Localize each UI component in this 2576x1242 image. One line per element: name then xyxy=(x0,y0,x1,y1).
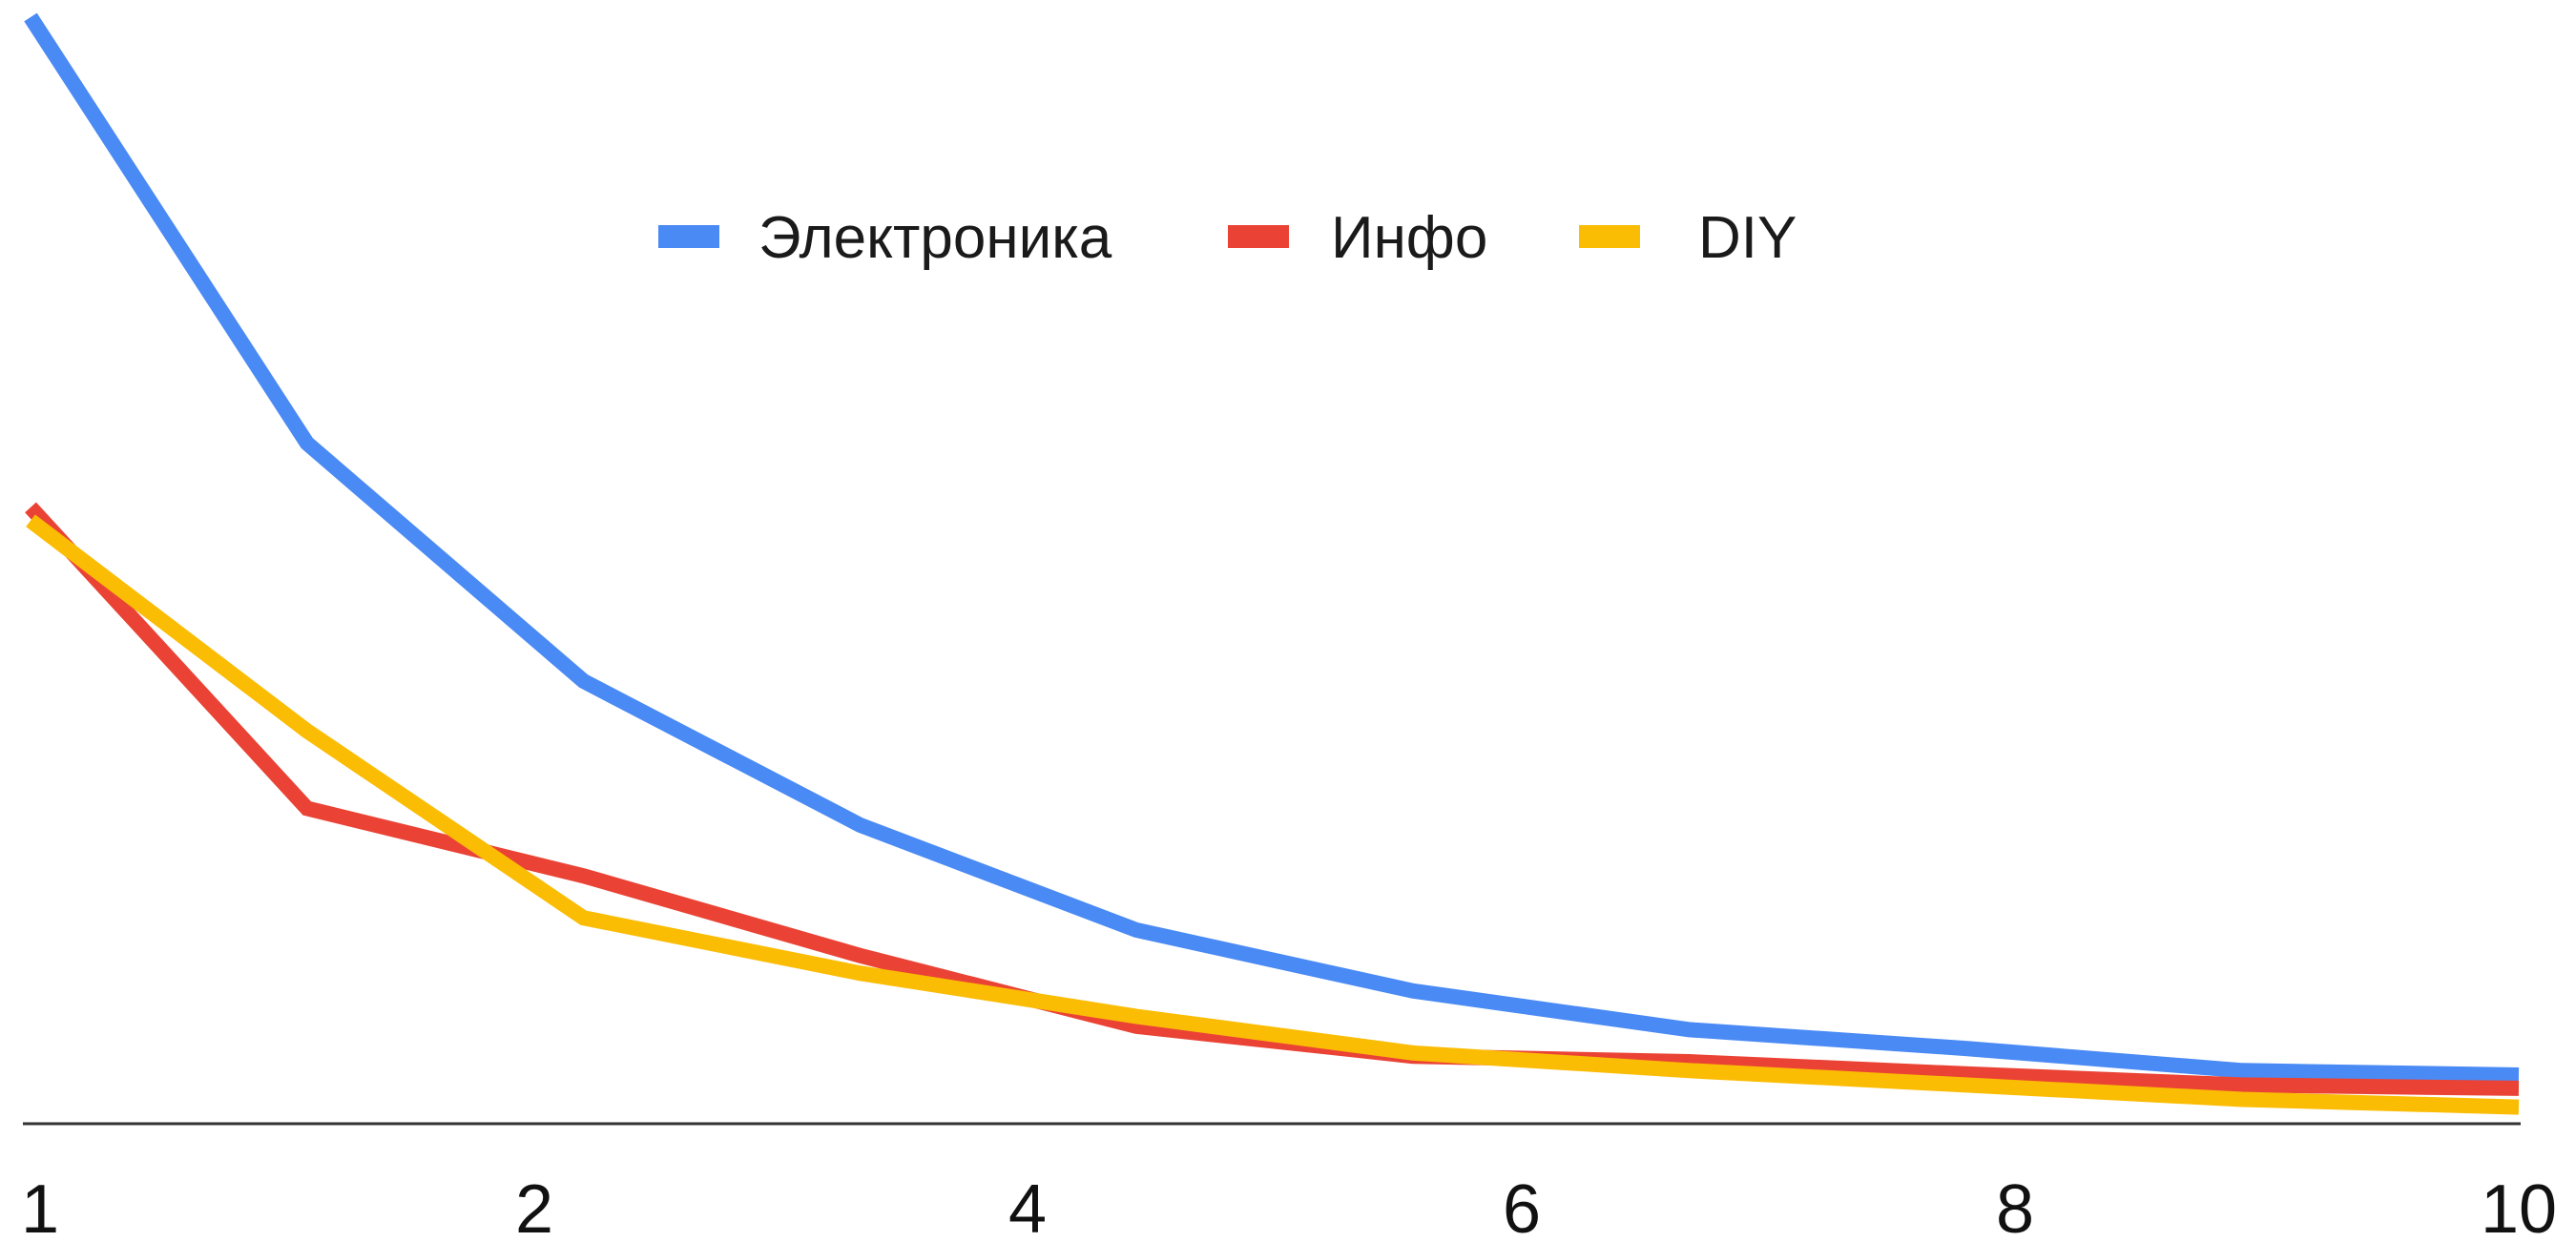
x-tick-labels: 1 2 4 6 8 10 xyxy=(21,1171,2557,1242)
legend-swatch-2 xyxy=(1228,225,1289,248)
series-layer xyxy=(24,12,2520,1115)
x-tick-label: 6 xyxy=(1503,1171,1541,1242)
legend-swatch-3 xyxy=(1579,225,1640,248)
legend-label-3: DIY xyxy=(1698,205,1797,271)
x-tick-label: 2 xyxy=(515,1171,553,1242)
legend: Электроника Инфо DIY xyxy=(658,205,1797,271)
legend-label-2: Инфо xyxy=(1331,205,1487,271)
x-tick-label: 8 xyxy=(1996,1171,2034,1242)
legend-swatch-1 xyxy=(658,225,719,248)
x-tick-label: 1 xyxy=(21,1171,59,1242)
series-line-3 xyxy=(26,514,2520,1115)
series-line-1 xyxy=(24,12,2520,1083)
x-tick-label: 10 xyxy=(2481,1171,2557,1242)
legend-label-1: Электроника xyxy=(758,205,1112,271)
x-tick-label: 4 xyxy=(1008,1171,1047,1242)
